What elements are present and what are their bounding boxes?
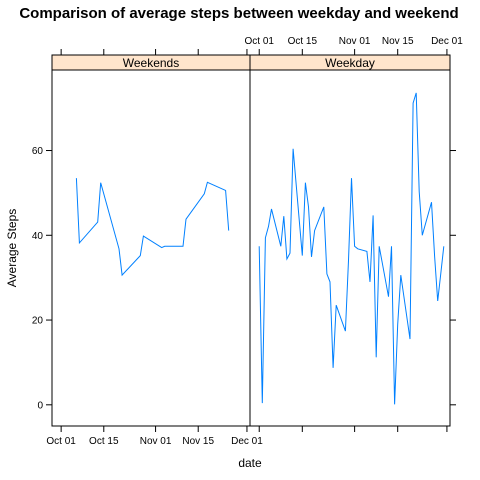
panel-frame-weekday [249,69,451,427]
plot-area-weekends [75,178,230,277]
x-tick-label-top: Nov 15 [382,36,414,47]
series-line-weekday [258,92,445,405]
x-tick-label-top: Oct 15 [288,36,318,47]
x-tick-label-bottom: Oct 15 [89,436,119,447]
x-tick-label-top: Dec 01 [431,36,463,47]
plot-area-weekday [258,92,445,405]
x-tick-label-bottom: Nov 01 [140,436,172,447]
y-tick-label: 0 [37,400,43,411]
x-tick-label-top: Oct 01 [244,36,274,47]
x-axis-label: date [238,456,262,470]
y-tick-label: 40 [32,231,44,242]
strip-label-weekends: Weekends [123,56,179,70]
strip-label-weekday: Weekday [325,56,375,70]
y-tick-label: 20 [32,316,44,327]
x-tick-label-bottom: Oct 01 [46,436,76,447]
y-axis-label: Average Steps [5,209,19,288]
panel-weekday: Weekday [249,54,451,427]
axes: 0 20 40 60 Oct 01 Oct 01 Oct 15 Oct 15 Nov 01 Nov… [32,36,463,447]
chart-title: Comparison of average steps between week… [19,5,458,22]
x-tick-label-bottom: Nov 15 [182,436,214,447]
x-tick-label-top: Nov 01 [339,36,371,47]
series-line-weekends [75,178,230,277]
y-tick-label: 60 [32,146,44,157]
panel-frame-weekends [51,69,251,427]
panel-weekends: Weekends [51,54,251,427]
x-tick-label-bottom: Dec 01 [231,436,263,447]
